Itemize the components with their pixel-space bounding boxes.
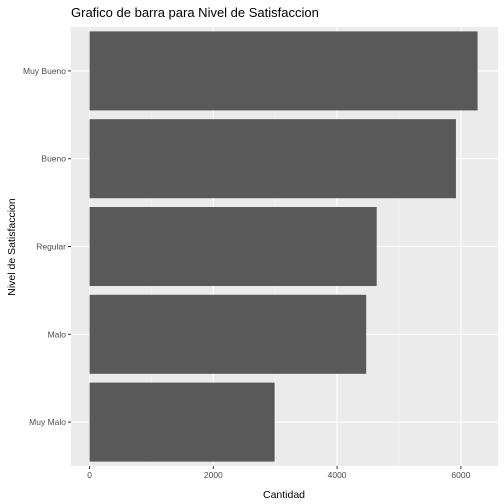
x-tick-label: 2000 xyxy=(204,470,223,480)
x-tick-label: 6000 xyxy=(451,470,470,480)
bar-muy-malo xyxy=(89,382,275,462)
y-tick-label: Bueno xyxy=(41,154,66,164)
y-axis-ticks: Muy Bueno Bueno Regular Malo Muy Malo xyxy=(23,66,71,427)
y-axis-label: Nivel de Satisfaccion xyxy=(6,198,18,296)
x-axis-ticks: 0 2000 4000 6000 xyxy=(87,466,471,480)
x-axis-label: Cantidad xyxy=(263,489,305,501)
bar-regular xyxy=(89,206,377,287)
bar-muy-bueno xyxy=(89,31,478,111)
x-tick-label: 4000 xyxy=(328,470,347,480)
x-tick-label: 0 xyxy=(87,470,92,480)
bar-malo xyxy=(89,294,367,374)
y-tick-label: Muy Malo xyxy=(29,417,66,427)
y-tick-label: Malo xyxy=(48,329,67,339)
bar-bueno xyxy=(89,119,456,199)
chart-title: Grafico de barra para Nivel de Satisfacc… xyxy=(71,5,319,20)
bars xyxy=(89,31,478,462)
y-tick-label: Regular xyxy=(36,242,66,252)
y-tick-label: Muy Bueno xyxy=(23,66,66,76)
